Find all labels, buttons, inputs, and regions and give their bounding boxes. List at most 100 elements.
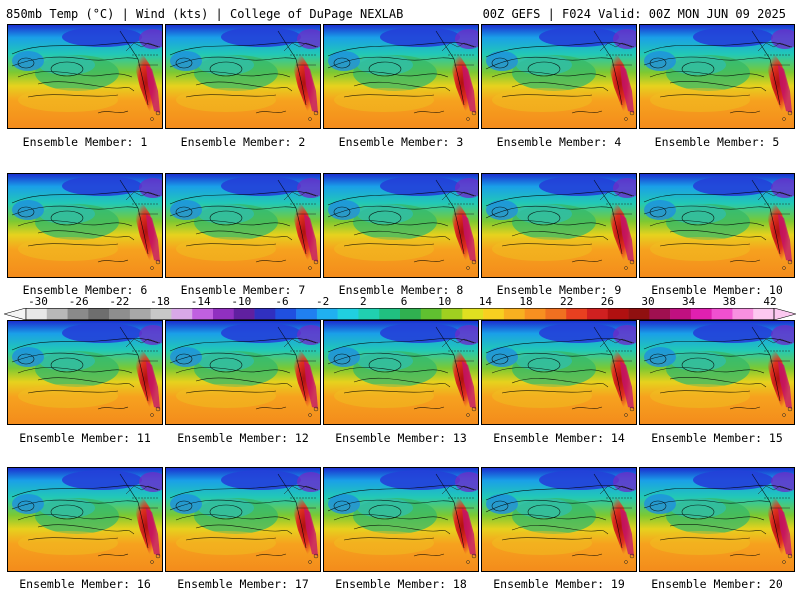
colorbar-tick-label: 10 (438, 295, 452, 308)
ensemble-member-caption: Ensemble Member: 8 (322, 284, 480, 297)
ensemble-member-map (481, 467, 637, 572)
colorbar-tick-label: 26 (600, 295, 614, 308)
ensemble-member-number: 12 (288, 431, 309, 445)
ensemble-member-map (323, 173, 479, 278)
colorbar-tick-label: 22 (560, 295, 574, 308)
ensemble-member-number: 17 (288, 577, 309, 591)
ensemble-member-label: Ensemble Member: (335, 431, 446, 445)
colorbar-segment (254, 308, 276, 320)
colorbar-segment (545, 308, 567, 320)
colorbar-segment (753, 308, 775, 320)
colorbar-segment (213, 308, 235, 320)
ensemble-member-number: 16 (130, 577, 151, 591)
ensemble-member-caption: Ensemble Member: 6 (6, 284, 164, 297)
ensemble-member-label: Ensemble Member: (180, 283, 292, 297)
ensemble-member-map (7, 320, 163, 425)
ensemble-member-label: Ensemble Member: (493, 431, 604, 445)
ensemble-member-map (481, 320, 637, 425)
ensemble-member-label: Ensemble Member: (180, 135, 292, 149)
colorbar-segment (628, 308, 650, 320)
colorbar-tick-label: -10 (231, 295, 252, 308)
ensemble-member-number: 3 (449, 135, 464, 149)
ensemble-member-caption: Ensemble Member: 5 (638, 136, 796, 149)
ensemble-member-label: Ensemble Member: (338, 135, 450, 149)
ensemble-member-caption: Ensemble Member: 13 (322, 432, 480, 445)
colorbar-tick-label: -18 (150, 295, 170, 308)
model-run-valid-time: 00Z GEFS | F024 Valid: 00Z MON JUN 09 20… (482, 7, 786, 21)
colorbar-tick-label: 42 (763, 295, 777, 308)
ensemble-member-caption: Ensemble Member: 1 (6, 136, 164, 149)
ensemble-member-map (323, 24, 479, 129)
ensemble-member-caption: Ensemble Member: 4 (480, 136, 638, 149)
colorbar-tick-label: -30 (28, 295, 48, 308)
colorbar-segment (316, 308, 338, 320)
colorbar-tick-label: -14 (190, 295, 211, 308)
ensemble-member-number: 19 (604, 577, 625, 591)
colorbar-segment (171, 308, 193, 320)
ensemble-member-number: 15 (762, 431, 783, 445)
colorbar-segment (46, 308, 68, 320)
ensemble-member-map (165, 173, 321, 278)
ensemble-member-number: 6 (133, 283, 148, 297)
colorbar-segment (690, 308, 712, 320)
ensemble-member-map (639, 24, 795, 129)
ensemble-member-number: 9 (607, 283, 622, 297)
ensemble-member-number: 5 (765, 135, 780, 149)
ensemble-member-number: 13 (446, 431, 467, 445)
colorbar-segment (358, 308, 380, 320)
ensemble-member-caption: Ensemble Member: 12 (164, 432, 322, 445)
colorbar-segment (379, 308, 401, 320)
colorbar-strip (4, 308, 796, 320)
ensemble-member-map (7, 467, 163, 572)
ensemble-member-number: 7 (291, 283, 306, 297)
ensemble-member-map (165, 467, 321, 572)
ensemble-member-caption: Ensemble Member: 9 (480, 284, 638, 297)
colorbar-segment (483, 308, 505, 320)
ensemble-member-label: Ensemble Member: (177, 431, 288, 445)
ensemble-member-caption: Ensemble Member: 20 (638, 578, 796, 591)
colorbar-tick-label: 14 (478, 295, 492, 308)
ensemble-member-number: 20 (762, 577, 783, 591)
ensemble-member-label: Ensemble Member: (496, 135, 608, 149)
colorbar-segment (26, 308, 48, 320)
ensemble-member-caption: Ensemble Member: 10 (638, 284, 796, 297)
ensemble-member-map (323, 320, 479, 425)
ensemble-member-caption: Ensemble Member: 3 (322, 136, 480, 149)
colorbar-tick-label: 18 (519, 295, 533, 308)
colorbar-segment (67, 308, 89, 320)
colorbar-segment (441, 308, 463, 320)
ensemble-member-map (639, 467, 795, 572)
ensemble-member-label: Ensemble Member: (651, 283, 762, 297)
ensemble-member-label: Ensemble Member: (19, 577, 130, 591)
colorbar-segment (337, 308, 359, 320)
colorbar-segment (732, 308, 754, 320)
colorbar-segment (275, 308, 297, 320)
ensemble-member-caption: Ensemble Member: 14 (480, 432, 638, 445)
ensemble-member-label: Ensemble Member: (338, 283, 450, 297)
colorbar-tick-label: -2 (316, 295, 330, 308)
colorbar-segment (88, 308, 110, 320)
ensemble-member-label: Ensemble Member: (22, 135, 134, 149)
ensemble-member-number: 18 (446, 577, 467, 591)
colorbar-tick-label: -26 (68, 295, 89, 308)
ensemble-member-map (481, 173, 637, 278)
ensemble-member-label: Ensemble Member: (177, 577, 288, 591)
ensemble-member-map (639, 320, 795, 425)
ensemble-member-number: 1 (133, 135, 148, 149)
ensemble-member-label: Ensemble Member: (335, 577, 446, 591)
colorbar-left-arrow (4, 308, 27, 320)
ensemble-member-map (481, 24, 637, 129)
colorbar-segment (296, 308, 318, 320)
ensemble-member-caption: Ensemble Member: 7 (164, 284, 322, 297)
ensemble-member-map (165, 24, 321, 129)
ensemble-member-label: Ensemble Member: (654, 135, 766, 149)
map-title: 850mb Temp (°C) | Wind (kts) | College o… (6, 7, 404, 21)
ensemble-member-label: Ensemble Member: (496, 283, 608, 297)
colorbar-segment (649, 308, 671, 320)
colorbar-segment (566, 308, 588, 320)
ensemble-member-caption: Ensemble Member: 11 (6, 432, 164, 445)
colorbar-tick-label: -22 (109, 295, 130, 308)
colorbar-segment (129, 308, 151, 320)
colorbar-outline (25, 308, 775, 320)
colorbar-tick-label: 34 (682, 295, 696, 308)
